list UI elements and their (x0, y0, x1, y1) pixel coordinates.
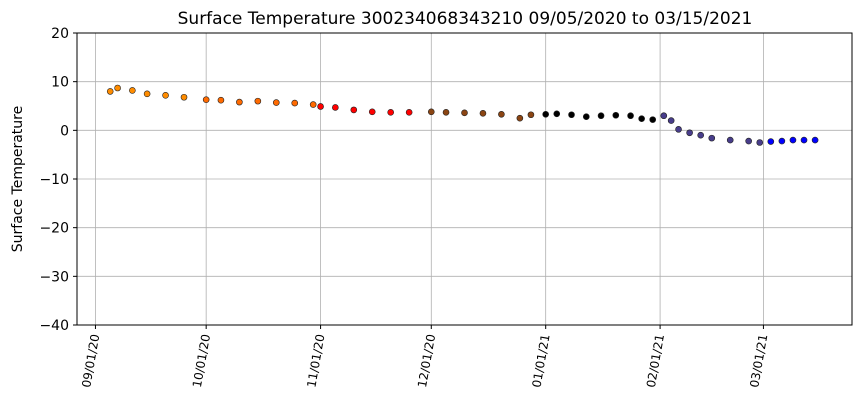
x-tick-label: 03/01/21 (747, 333, 770, 389)
data-point (756, 139, 764, 146)
data-point (789, 136, 797, 144)
x-tick-label: 09/01/20 (79, 333, 102, 389)
y-tick-label: −30 (39, 269, 69, 285)
data-point (236, 98, 243, 106)
data-point (553, 110, 561, 118)
data-point (129, 87, 136, 94)
data-point (143, 90, 151, 98)
data-point (675, 126, 682, 133)
data-point (114, 84, 121, 92)
data-point (660, 112, 668, 120)
data-point (638, 115, 645, 122)
data-point (272, 99, 280, 106)
y-tick-label: 20 (51, 26, 69, 42)
data-point (387, 109, 394, 116)
data-point (527, 111, 535, 119)
data-point (811, 136, 819, 144)
x-tick-label: 10/01/20 (190, 333, 213, 389)
data-point (597, 112, 605, 120)
data-point (217, 96, 225, 104)
data-point (461, 109, 468, 117)
data-point (745, 137, 752, 145)
data-point (686, 129, 693, 137)
data-point (767, 138, 775, 145)
y-axis-label: Surface Temperature (10, 106, 26, 252)
data-point (180, 93, 188, 101)
x-tick-label: 01/01/21 (529, 333, 552, 389)
data-point (291, 99, 299, 107)
data-point (309, 101, 317, 108)
data-point (516, 114, 524, 122)
data-point (254, 97, 262, 105)
data-point (479, 110, 487, 117)
data-point (427, 108, 435, 116)
data-point (627, 112, 634, 120)
x-tick-label: 11/01/20 (304, 333, 327, 389)
data-point (202, 96, 210, 103)
plot-frame (76, 32, 853, 326)
data-point (498, 110, 505, 118)
data-point (726, 136, 734, 144)
data-point (582, 113, 590, 121)
x-tick-label: 02/01/21 (644, 333, 667, 389)
data-point (368, 108, 376, 116)
y-tick-label: 10 (51, 75, 69, 91)
chart-title: Surface Temperature 300234068343210 09/0… (178, 9, 753, 29)
y-tick-label: −10 (39, 172, 69, 188)
data-point (317, 103, 324, 110)
data-point (612, 111, 620, 119)
data-point (649, 116, 657, 123)
y-tick-label: −20 (39, 221, 69, 237)
data-point (162, 91, 169, 99)
data-point (106, 88, 114, 95)
data-point (568, 111, 575, 119)
x-tick-label: 12/01/20 (415, 333, 438, 389)
data-point (332, 104, 339, 111)
data-point (542, 110, 549, 118)
data-point (708, 134, 716, 142)
data-point (778, 137, 786, 145)
y-tick-label: 0 (60, 123, 69, 139)
data-point (350, 106, 358, 114)
data-point (667, 117, 675, 124)
data-point (697, 131, 704, 139)
y-tick-label: −40 (39, 318, 69, 334)
data-point (405, 109, 413, 116)
data-point (442, 109, 450, 116)
data-point (800, 136, 808, 144)
